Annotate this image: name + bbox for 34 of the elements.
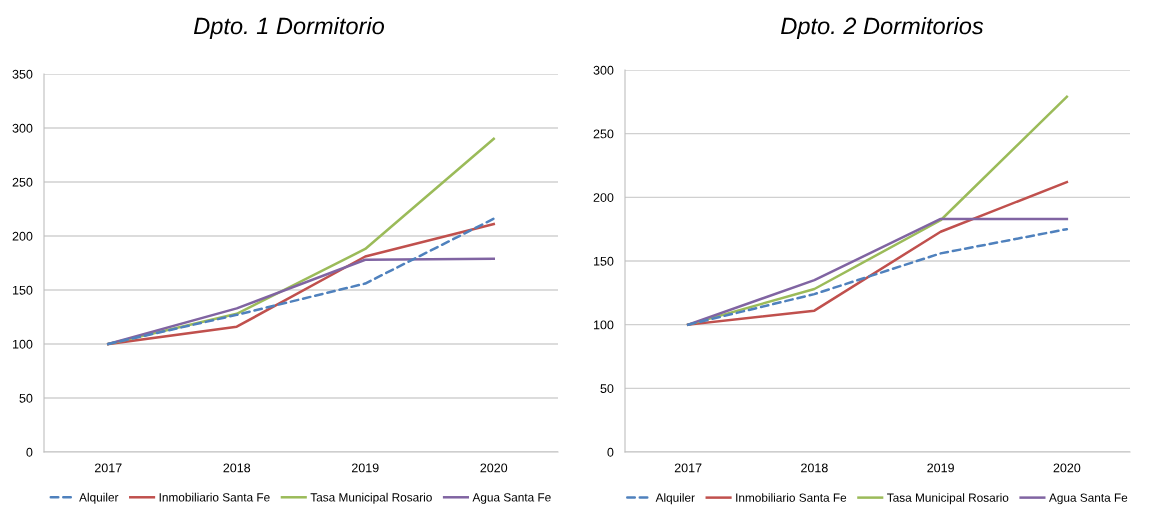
x-tick-label: 2020 xyxy=(480,463,508,473)
x-tick-label: 2017 xyxy=(674,463,702,473)
x-tick-label: 2018 xyxy=(801,463,828,473)
x-tick-label: 2020 xyxy=(1053,463,1081,473)
y-tick-label: 100 xyxy=(12,339,33,349)
legend-label: Alquiler xyxy=(655,493,695,505)
x-tick-label: 2017 xyxy=(94,463,122,473)
legend-label: Tasa Municipal Rosario xyxy=(310,492,432,504)
legend-label: Agua Santa Fe xyxy=(472,493,551,504)
y-tick-label: 0 xyxy=(607,447,614,457)
legend-label: Alquiler xyxy=(79,492,119,504)
y-tick-label: 300 xyxy=(593,65,614,75)
y-tick-label: 0 xyxy=(26,447,33,457)
y-tick-label: 200 xyxy=(12,231,33,241)
chart-title: Dpto. 2 Dormitorios xyxy=(781,17,984,39)
y-tick-label: 250 xyxy=(12,177,33,187)
legend-label: Agua Santa Fe xyxy=(1049,493,1128,505)
x-tick-label: 2018 xyxy=(223,463,251,473)
legend-label: Tasa Municipal Rosario xyxy=(887,493,1009,505)
y-tick-label: 250 xyxy=(593,129,614,139)
y-tick-label: 50 xyxy=(19,393,33,403)
legend-label: Inmobiliario Santa Fe xyxy=(159,492,270,502)
y-tick-label: 150 xyxy=(593,256,614,266)
y-tick-label: 200 xyxy=(593,193,614,202)
x-tick-label: 2019 xyxy=(927,463,954,473)
chart-title: Dpto. 1 Dormitorio xyxy=(193,17,385,39)
legend-label: Inmobiliario Santa Fe xyxy=(736,493,847,502)
y-tick-label: 350 xyxy=(12,69,33,79)
y-tick-label: 50 xyxy=(600,384,614,393)
y-tick-label: 300 xyxy=(12,123,33,133)
x-tick-label: 2019 xyxy=(351,463,379,473)
line-series xyxy=(686,180,1069,326)
y-tick-label: 100 xyxy=(593,320,614,330)
y-tick-label: 150 xyxy=(12,285,33,295)
